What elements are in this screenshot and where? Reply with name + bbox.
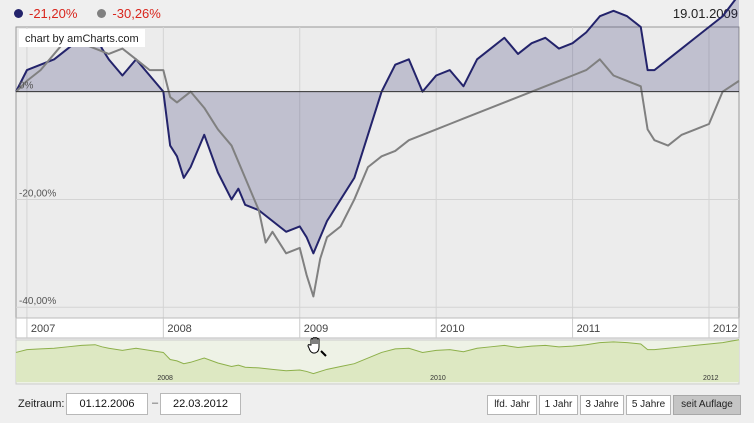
x-tick-label: 2010 [440, 323, 464, 335]
watermark-bg [19, 29, 145, 47]
x-tick-label: 2009 [304, 323, 328, 335]
legend: -21,20% -30,26% [14, 6, 161, 21]
button-since-inception[interactable]: seit Auflage [673, 395, 741, 415]
y-tick-label: -40,00% [19, 296, 56, 307]
y-tick-label: 0% [19, 81, 34, 92]
date-to-input[interactable]: 22.03.2012 [160, 393, 241, 415]
x-tick-label: 2008 [167, 323, 191, 335]
x-axis-labels: 2007 2008 2009 2010 2011 2012 [26, 318, 737, 338]
x-axis-strip [15, 317, 740, 339]
range-controls: Zeitraum: 01.12.2006 – 22.03.2012 lfd. J… [0, 393, 754, 417]
series-b-marker-icon [97, 9, 107, 18]
series-b-value: -30,26% [112, 6, 161, 21]
navigator-series [15, 339, 740, 382]
y-axis-labels: 0% -20,00% -40,00% [19, 81, 56, 308]
series_b-line[interactable] [15, 36, 740, 298]
y-tick-label: -20,00% [19, 188, 56, 199]
grab-hand-icon[interactable] [307, 337, 327, 357]
navigator-tick-label: 2008 [157, 375, 173, 382]
watermark[interactable]: chart by amCharts.com [25, 33, 139, 45]
navigator-tick-label: 2010 [430, 375, 446, 382]
x-tick-label: 2007 [31, 323, 55, 335]
button-5-years[interactable]: 5 Jahre [626, 395, 671, 415]
x-tick-label: 2011 [577, 323, 601, 335]
series_a-line[interactable] [15, 0, 739, 255]
series-b[interactable] [15, 36, 740, 298]
series-a[interactable] [15, 0, 739, 255]
series_a-area [16, 0, 739, 254]
date-separator: – [152, 397, 159, 409]
navigator-area-fill [16, 339, 739, 382]
navigator-tick-label: 2012 [703, 375, 719, 382]
legend-item-series-a[interactable]: -21,20% [14, 6, 77, 21]
x-tick-label: 2012 [713, 323, 737, 335]
plot-area[interactable] [15, 26, 740, 319]
series-a-marker-icon [14, 9, 23, 18]
button-3-years[interactable]: 3 Jahre [580, 395, 624, 415]
series-a-value: -21,20% [29, 6, 78, 21]
date-from-input[interactable]: 01.12.2006 [66, 393, 148, 415]
legend-item-series-b[interactable]: -30,26% [97, 6, 161, 21]
button-1-year[interactable]: 1 Jahr [539, 395, 578, 415]
button-current-year[interactable]: lfd. Jahr [487, 395, 537, 415]
chart-svg[interactable]: 0% -20,00% -40,00% chart by amCharts.com 2… [0, 0, 754, 390]
navigator-line [15, 339, 740, 375]
range-label: Zeitraum: [18, 398, 65, 410]
navigator-labels: 2008 2010 2012 [157, 375, 718, 382]
